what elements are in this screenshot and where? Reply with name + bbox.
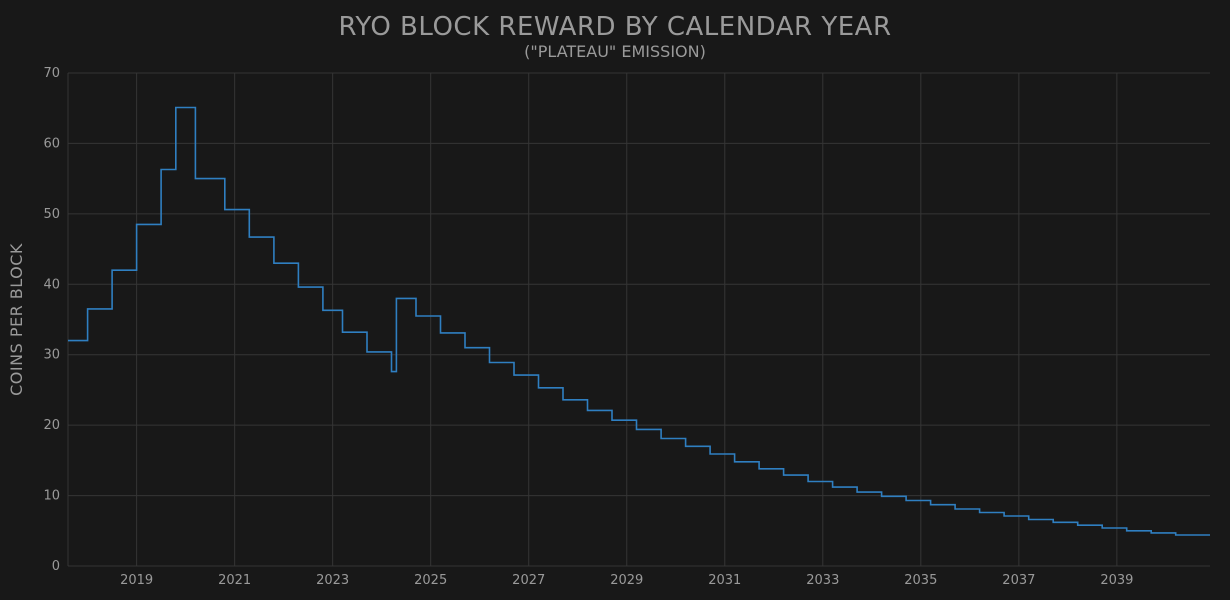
x-tick-label: 2019 (120, 573, 153, 588)
chart-title: RYO BLOCK REWARD BY CALENDAR YEAR (338, 12, 892, 42)
y-axis-label: COINS PER BLOCK (7, 243, 26, 396)
y-tick-label: 20 (43, 418, 60, 433)
y-tick-label: 70 (43, 66, 60, 81)
y-tick-label: 0 (52, 559, 60, 574)
chart-subtitle: ("PLATEAU" EMISSION) (524, 42, 706, 61)
y-tick-label: 10 (43, 489, 60, 504)
x-tick-label: 2033 (806, 573, 839, 588)
series-step-line (68, 106, 1210, 536)
x-tick-label: 2021 (218, 573, 251, 588)
x-tick-label: 2037 (1002, 573, 1035, 588)
y-tick-label: 60 (43, 136, 60, 151)
series-layer (67, 106, 1211, 536)
x-tick-label: 2035 (904, 573, 937, 588)
grid-layer (67, 72, 1210, 567)
x-tick-label: 2025 (414, 573, 447, 588)
x-tick-label: 2029 (610, 573, 643, 588)
y-tick-label: 50 (43, 207, 60, 222)
x-tick-label: 2027 (512, 573, 545, 588)
tick-labels: 0 10 20 30 40 50 60 70 2019 2021 2023 2025 2027 2029 2… (43, 66, 1133, 588)
y-tick-label: 40 (43, 277, 60, 292)
x-tick-label: 2039 (1100, 573, 1133, 588)
x-tick-label: 2023 (316, 573, 349, 588)
x-tick-label: 2031 (708, 573, 741, 588)
y-tick-label: 30 (43, 348, 60, 363)
